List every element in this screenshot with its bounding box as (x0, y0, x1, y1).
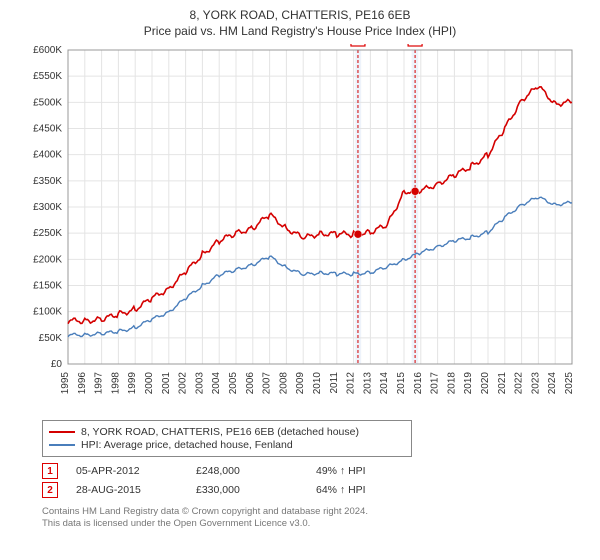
svg-text:2: 2 (412, 44, 418, 46)
sale-hpi: 64% ↑ HPI (316, 484, 416, 496)
svg-text:£0: £0 (51, 359, 63, 370)
svg-text:£550K: £550K (33, 71, 62, 82)
svg-text:£100K: £100K (33, 307, 62, 318)
svg-text:£300K: £300K (33, 202, 62, 213)
svg-text:2016: 2016 (413, 372, 424, 395)
chart: £0 £50K £100K £150K £200K £250K £300K £350K £400… (20, 44, 580, 414)
svg-text:2003: 2003 (194, 372, 205, 395)
page-subtitle: Price paid vs. HM Land Registry's House … (10, 24, 590, 38)
svg-text:2011: 2011 (329, 372, 340, 394)
svg-text:2009: 2009 (295, 372, 306, 395)
sale-date: 05-APR-2012 (76, 465, 196, 477)
svg-text:2024: 2024 (547, 372, 558, 395)
svg-text:1997: 1997 (94, 372, 105, 395)
legend-swatch (49, 444, 75, 446)
chart-svg: £0 £50K £100K £150K £200K £250K £300K £350K £400… (20, 44, 580, 414)
svg-text:£50K: £50K (39, 333, 63, 344)
svg-text:2025: 2025 (564, 372, 575, 395)
svg-text:2004: 2004 (211, 372, 222, 395)
legend-swatch (49, 431, 75, 433)
svg-text:1995: 1995 (60, 372, 71, 395)
sale-date: 28-AUG-2015 (76, 484, 196, 496)
svg-text:2018: 2018 (446, 372, 457, 395)
sale-hpi: 49% ↑ HPI (316, 465, 416, 477)
svg-text:2014: 2014 (379, 372, 390, 395)
sale-marker: 1 (42, 463, 58, 479)
svg-text:1996: 1996 (77, 372, 88, 395)
svg-text:£500K: £500K (33, 97, 62, 108)
svg-text:2020: 2020 (480, 372, 491, 395)
legend-label: HPI: Average price, detached house, Fenl… (81, 439, 293, 451)
page-title: 8, YORK ROAD, CHATTERIS, PE16 6EB (10, 8, 590, 22)
svg-text:2019: 2019 (463, 372, 474, 395)
svg-text:2012: 2012 (346, 372, 357, 395)
svg-text:2021: 2021 (497, 372, 508, 395)
svg-text:£150K: £150K (33, 281, 62, 292)
sale-marker: 2 (42, 482, 58, 498)
svg-text:2002: 2002 (178, 372, 189, 395)
svg-text:2015: 2015 (396, 372, 407, 395)
svg-text:2010: 2010 (312, 372, 323, 395)
svg-text:1998: 1998 (110, 372, 121, 395)
svg-text:2013: 2013 (362, 372, 373, 395)
legend: 8, YORK ROAD, CHATTERIS, PE16 6EB (detac… (42, 420, 412, 457)
svg-text:2008: 2008 (278, 372, 289, 395)
svg-text:£600K: £600K (33, 45, 62, 56)
svg-text:£400K: £400K (33, 150, 62, 161)
svg-text:1: 1 (355, 44, 361, 46)
svg-text:£200K: £200K (33, 254, 62, 265)
legend-row: 8, YORK ROAD, CHATTERIS, PE16 6EB (detac… (49, 426, 405, 438)
svg-text:2022: 2022 (514, 372, 525, 395)
svg-text:2007: 2007 (262, 372, 273, 395)
footer: Contains HM Land Registry data © Crown c… (42, 506, 586, 531)
legend-label: 8, YORK ROAD, CHATTERIS, PE16 6EB (detac… (81, 426, 359, 438)
svg-text:2006: 2006 (245, 372, 256, 395)
svg-text:£450K: £450K (33, 124, 62, 135)
svg-text:2000: 2000 (144, 372, 155, 395)
svg-text:2005: 2005 (228, 372, 239, 395)
sale-row: 1 05-APR-2012£248,00049% ↑ HPI (42, 463, 586, 479)
svg-text:£350K: £350K (33, 176, 62, 187)
svg-text:1999: 1999 (127, 372, 138, 395)
footer-line: Contains HM Land Registry data © Crown c… (42, 506, 586, 518)
svg-text:2023: 2023 (530, 372, 541, 395)
sale-row: 2 28-AUG-2015£330,00064% ↑ HPI (42, 482, 586, 498)
sale-price: £248,000 (196, 465, 316, 477)
legend-row: HPI: Average price, detached house, Fenl… (49, 439, 405, 451)
sale-price: £330,000 (196, 484, 316, 496)
svg-text:£250K: £250K (33, 228, 62, 239)
svg-text:2001: 2001 (161, 372, 172, 395)
footer-line: This data is licensed under the Open Gov… (42, 518, 586, 530)
svg-text:2017: 2017 (430, 372, 441, 395)
sales-table: 1 05-APR-2012£248,00049% ↑ HPI 2 28-AUG-201… (42, 463, 586, 498)
